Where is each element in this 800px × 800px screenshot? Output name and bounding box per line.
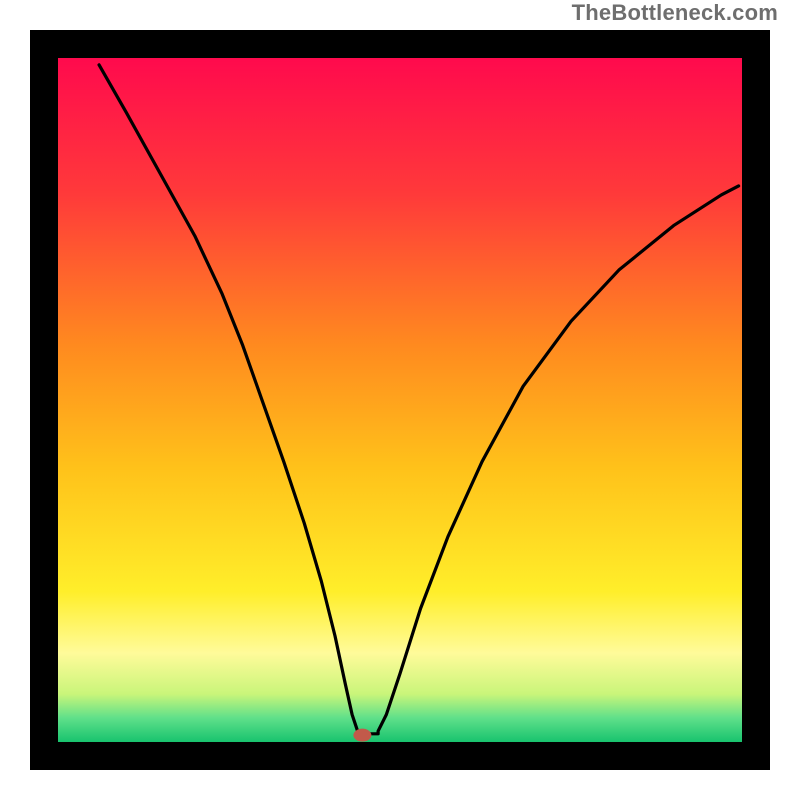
chart-container: TheBottleneck.com bbox=[0, 0, 800, 800]
watermark-text: TheBottleneck.com bbox=[572, 0, 778, 26]
chart-svg bbox=[0, 0, 800, 800]
plot-background bbox=[58, 58, 742, 742]
optimum-marker bbox=[353, 729, 371, 742]
